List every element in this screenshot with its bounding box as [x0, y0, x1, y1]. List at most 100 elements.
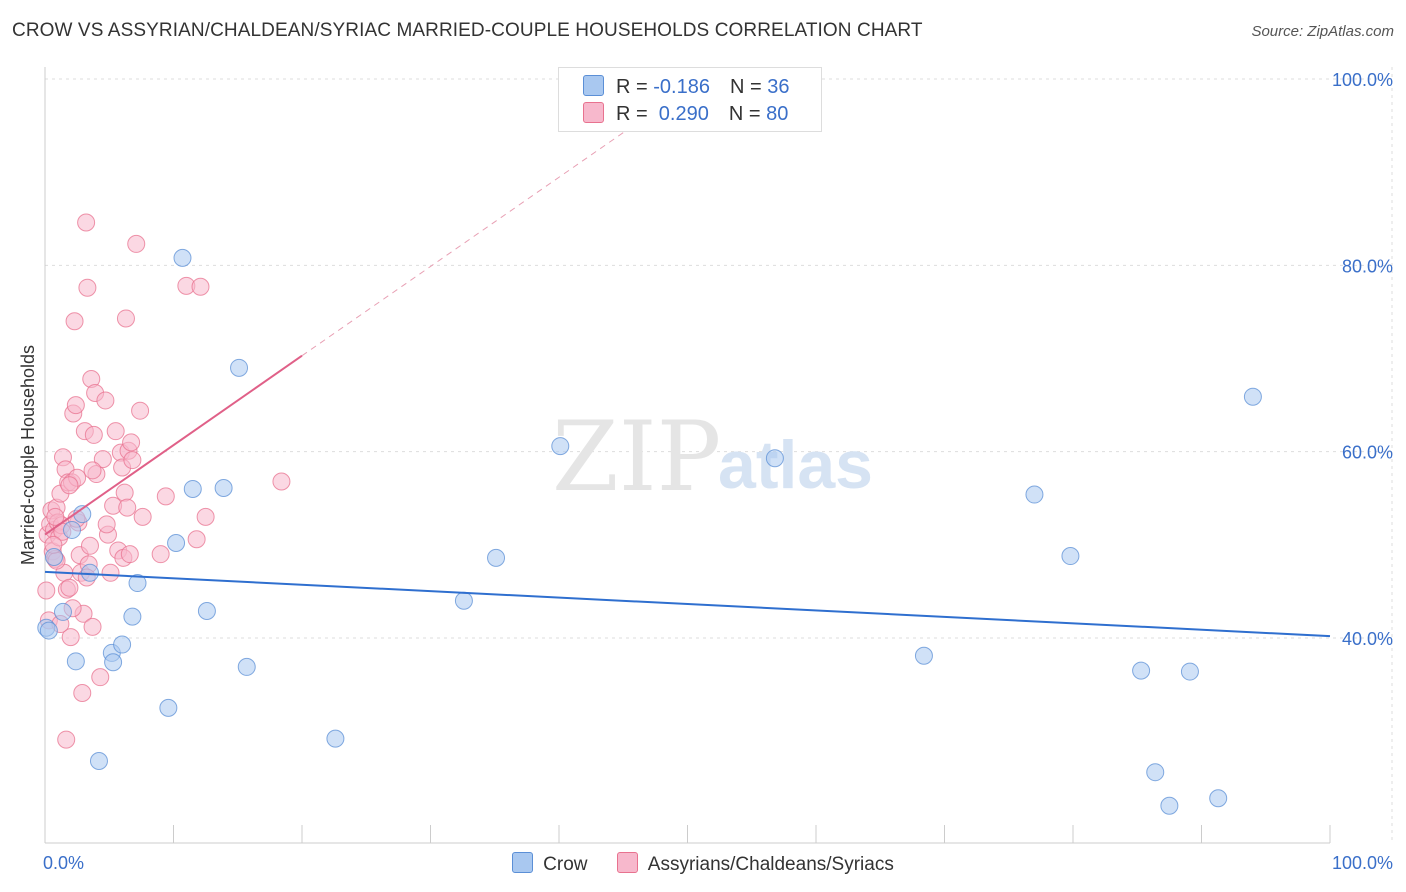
assyrian-point — [65, 312, 84, 331]
assyrian-point — [151, 545, 170, 564]
y-tick-labels: 100.0% 80.0% 60.0% 40.0% — [1332, 70, 1393, 649]
series-legend-assyrians: Assyrians/Chaldeans/Syriacs — [616, 852, 894, 876]
assyrian-point — [127, 234, 146, 253]
assyrian-point — [57, 730, 76, 749]
assyrian-point — [37, 581, 56, 600]
y-tick-label: 40.0% — [1342, 629, 1393, 649]
crow-point — [66, 652, 85, 671]
assyrian-point — [46, 507, 65, 526]
x-tick-label: 0.0% — [43, 853, 84, 873]
watermark-zip: ZIP — [552, 401, 721, 513]
assyrian-point — [131, 401, 150, 420]
series-swatch-assyrians — [616, 852, 638, 873]
series-legend-label: Assyrians/Chaldeans/Syriacs — [647, 854, 894, 875]
assyrian-point — [84, 425, 103, 444]
crow-point — [237, 657, 256, 676]
assyrian-point — [122, 433, 141, 452]
assyrian-trend-extension — [301, 123, 637, 357]
crow-point — [1209, 789, 1228, 808]
crow-point — [39, 621, 58, 640]
legend-r-label: R = — [616, 103, 654, 125]
assyrian-point — [191, 277, 210, 296]
assyrian-point — [187, 530, 206, 549]
source-credit: Source: ZipAtlas.com — [1251, 23, 1394, 40]
crow-point — [551, 437, 570, 456]
crow-point — [326, 729, 345, 748]
assyrian-point — [106, 422, 125, 441]
assyrian-point — [77, 213, 96, 232]
crow-point — [80, 563, 99, 582]
series-legend-crow: Crow — [512, 852, 588, 876]
assyrian-point — [118, 498, 137, 517]
series-swatch-crow — [512, 852, 534, 873]
legend-n-value: 36 — [767, 76, 790, 98]
y-axis-title: Married-couple Households — [18, 345, 38, 565]
watermark: ZIP atlas — [552, 401, 873, 513]
crow-point — [230, 358, 249, 377]
legend-n-label: N = — [729, 76, 768, 98]
y-tick-label: 100.0% — [1332, 70, 1393, 90]
watermark-atlas: atlas — [718, 427, 873, 503]
assyrian-point — [78, 278, 97, 297]
assyrian-point — [272, 472, 291, 491]
crow-point — [1243, 387, 1262, 406]
crow-point — [1160, 796, 1179, 815]
crow-point — [173, 248, 192, 267]
crow-point — [104, 653, 123, 672]
assyrian-point — [116, 309, 135, 328]
crow-point — [89, 752, 108, 771]
assyrian-point — [91, 668, 110, 687]
stats-legend: R = -0.186 N = 36 R = 0.290 N = 80 — [558, 67, 822, 132]
assyrian-point — [123, 451, 142, 470]
crow-point — [454, 591, 473, 610]
trend-lines — [44, 123, 1331, 638]
crow-point — [487, 548, 506, 567]
crow-point — [159, 698, 178, 717]
legend-row-assyrians: R = 0.290 N = 80 — [583, 102, 788, 126]
legend-n-label: N = — [728, 103, 767, 125]
assyrian-point — [73, 683, 92, 702]
crow-point — [1061, 547, 1080, 566]
assyrian-point — [93, 450, 112, 469]
assyrian-point — [120, 545, 139, 564]
crow-point — [167, 533, 186, 552]
assyrian-point — [196, 507, 215, 526]
chart-title: CROW VS ASSYRIAN/CHALDEAN/SYRIAC MARRIED… — [12, 20, 923, 41]
crow-point — [183, 479, 202, 498]
y-axis-label: Married-couple Households — [18, 345, 38, 565]
legend-r-value: 0.290 — [653, 103, 709, 125]
assyrian-point — [61, 628, 80, 647]
assyrian-point — [83, 461, 102, 480]
assyrian-point — [83, 617, 102, 636]
assyrian-trend-line — [44, 354, 303, 536]
crow-point — [53, 602, 72, 621]
crow-point — [62, 520, 81, 539]
legend-swatch-assyrians — [583, 102, 604, 123]
crow-point — [914, 646, 933, 665]
assyrian-point — [97, 515, 116, 534]
crow-point — [197, 602, 216, 621]
assyrian-point — [66, 396, 85, 415]
crow-point — [113, 635, 132, 654]
crow-point — [123, 607, 142, 626]
series-legend-label: Crow — [543, 854, 588, 875]
assyrian-point — [96, 391, 115, 410]
legend-r-value: -0.186 — [653, 76, 710, 98]
axes — [44, 67, 1331, 844]
crow-point — [128, 574, 147, 593]
crow-point — [1180, 662, 1199, 681]
series-points — [37, 213, 1262, 815]
crow-point — [214, 479, 233, 498]
assyrian-point — [133, 507, 152, 526]
assyrian-point — [80, 536, 99, 555]
crow-point — [1146, 763, 1165, 782]
y-tick-label: 60.0% — [1342, 443, 1393, 463]
crow-point — [1025, 485, 1044, 504]
y-tick-label: 80.0% — [1342, 256, 1393, 276]
legend-n-value: 80 — [766, 103, 789, 125]
assyrian-point — [60, 476, 79, 495]
assyrian-point — [156, 487, 175, 506]
crow-point — [1132, 661, 1151, 680]
crow-point — [44, 547, 63, 566]
